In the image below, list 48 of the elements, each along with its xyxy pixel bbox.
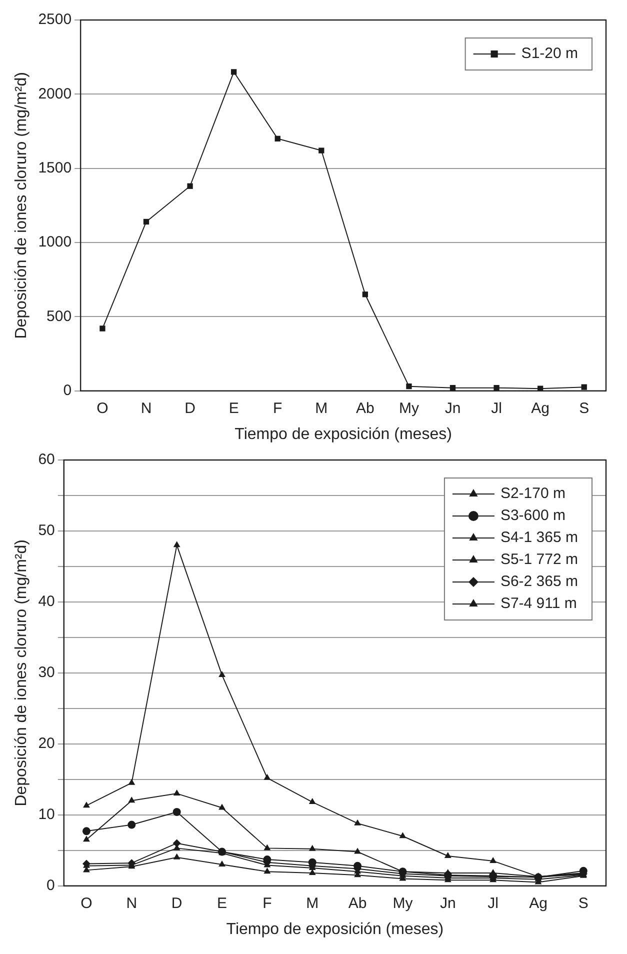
legend-label: S2-170 m [500, 485, 566, 502]
x-tick-label: E [228, 400, 239, 417]
y-tick-label: 10 [38, 806, 55, 823]
y-tick-label: 50 [38, 522, 55, 540]
y-tick-label: 30 [38, 664, 55, 682]
x-tick-label: Ag [529, 894, 548, 912]
legend-label: S4-1 365 m [500, 529, 578, 546]
x-tick-label: D [171, 894, 182, 912]
legend-label: S7-4 911 m [500, 595, 577, 612]
y-axis-title: Deposición de iones cloruro (mg/m²d) [13, 72, 30, 339]
x-axis-title: Tiempo de exposición (meses) [234, 426, 452, 443]
y-tick-label: 500 [46, 308, 72, 325]
x-tick-label: Ab [348, 894, 367, 912]
x-tick-label: Jl [491, 400, 502, 417]
y-tick-label: 20 [38, 735, 55, 752]
y-tick-label: 0 [46, 876, 55, 894]
legend-label: S6-2 365 m [500, 573, 578, 590]
x-tick-label: M [315, 400, 328, 417]
x-tick-label: Jn [444, 400, 461, 417]
y-tick-label: 2000 [38, 85, 72, 102]
x-tick-label: N [126, 894, 138, 912]
y-tick-label: 0 [63, 382, 72, 399]
x-tick-label: F [273, 400, 282, 417]
x-tick-label: My [392, 894, 414, 912]
x-tick-label: M [306, 894, 319, 912]
y-tick-label: 60 [38, 451, 55, 468]
legend-label: S1-20 m [521, 45, 578, 62]
x-tick-label: Ab [356, 400, 374, 417]
x-tick-label: O [80, 894, 92, 912]
y-tick-label: 1500 [38, 159, 72, 176]
x-tick-label: N [140, 400, 152, 417]
x-tick-label: D [184, 400, 196, 417]
x-tick-label: O [96, 400, 108, 417]
y-tick-label: 1000 [38, 234, 72, 251]
y-tick-label: 2500 [38, 11, 72, 28]
legend-label: S3-600 m [500, 507, 566, 524]
legend-label: S5-1 772 m [500, 551, 578, 568]
x-tick-label: Jn [440, 894, 456, 912]
x-tick-label: F [262, 894, 272, 912]
y-tick-label: 40 [38, 593, 55, 610]
x-tick-label: E [216, 894, 228, 912]
x-tick-label: Jl [488, 894, 498, 912]
x-axis-title: Tiempo de exposición (meses) [226, 920, 444, 938]
y-axis-title: Deposición de iones cloruro (mg/m²d) [13, 540, 30, 806]
x-tick-label: My [398, 400, 420, 417]
x-tick-label: S [579, 400, 590, 417]
x-tick-label: Ag [531, 400, 550, 417]
x-tick-label: S [578, 894, 588, 912]
